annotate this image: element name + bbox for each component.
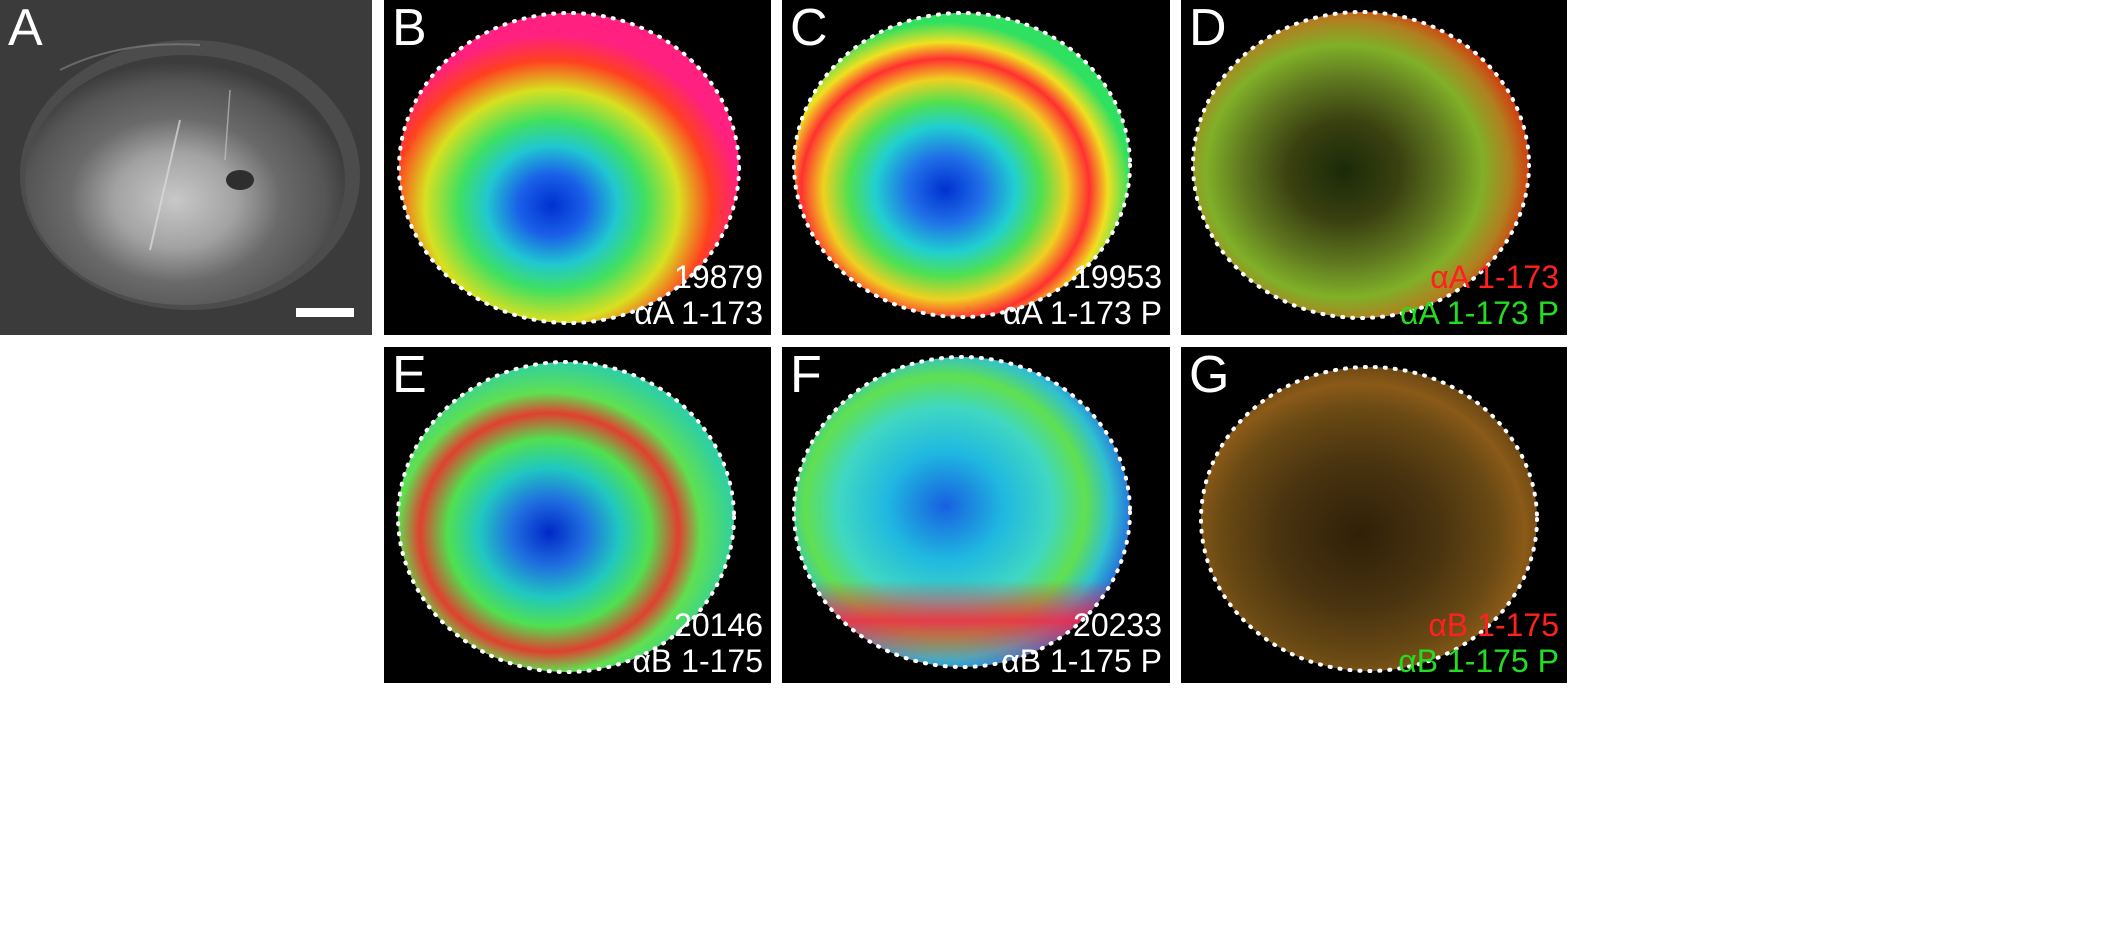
panel-c-caption: 19953 αA 1-173 P — [1003, 259, 1162, 331]
panel-e-heatmap — [396, 360, 736, 674]
panel-d-green-label: αA 1-173 P — [1399, 295, 1559, 331]
panel-f-id: 20233 — [1073, 607, 1162, 643]
panel-f-caption: 20233 αB 1-175 P — [1001, 607, 1162, 679]
panel-c: C 19953 αA 1-173 P — [782, 0, 1170, 335]
panel-g-green-label: αB 1-175 P — [1398, 643, 1559, 679]
panel-c-label: αA 1-173 P — [1002, 295, 1162, 331]
panel-c-id: 19953 — [1073, 259, 1162, 295]
panel-e-id: 20146 — [674, 607, 763, 643]
panel-e-letter: E — [392, 347, 427, 404]
panel-e-caption: 20146 αB 1-175 — [632, 607, 763, 679]
panel-g-letter: G — [1189, 347, 1230, 404]
panel-a-image — [0, 0, 372, 335]
panel-a-letter: A — [8, 0, 43, 57]
panel-b-caption: 19879 αA 1-173 — [634, 259, 763, 331]
panel-g-caption: αB 1-175 αB 1-175 P — [1398, 607, 1559, 679]
panel-g-red-label: αB 1-175 — [1428, 607, 1559, 643]
panel-d-overlay — [1191, 10, 1531, 320]
panel-f-label: αB 1-175 P — [1001, 643, 1162, 679]
panel-a: A — [0, 0, 372, 335]
panel-d-caption: αA 1-173 αA 1-173 P — [1400, 259, 1559, 331]
panel-d-red-label: αA 1-173 — [1430, 259, 1559, 295]
panel-g-overlay — [1199, 365, 1539, 673]
scale-bar — [296, 308, 354, 317]
panel-d: D αA 1-173 αA 1-173 P — [1181, 0, 1567, 335]
panel-f: F 20233 αB 1-175 P — [782, 347, 1170, 683]
panel-b-id: 19879 — [674, 259, 763, 295]
panel-e: E 20146 αB 1-175 — [384, 347, 771, 683]
panel-b-heatmap — [397, 11, 741, 325]
panel-b-letter: B — [392, 0, 427, 57]
panel-g: G αB 1-175 αB 1-175 P — [1181, 347, 1567, 683]
panel-e-label: αB 1-175 — [632, 643, 763, 679]
panel-c-letter: C — [790, 0, 828, 57]
panel-f-letter: F — [790, 347, 822, 404]
panel-b: B 19879 αA 1-173 — [384, 0, 771, 335]
panel-d-letter: D — [1189, 0, 1227, 57]
panel-b-label: αA 1-173 — [634, 295, 763, 331]
panel-f-heatmap — [792, 355, 1132, 669]
panel-c-heatmap — [792, 11, 1132, 319]
